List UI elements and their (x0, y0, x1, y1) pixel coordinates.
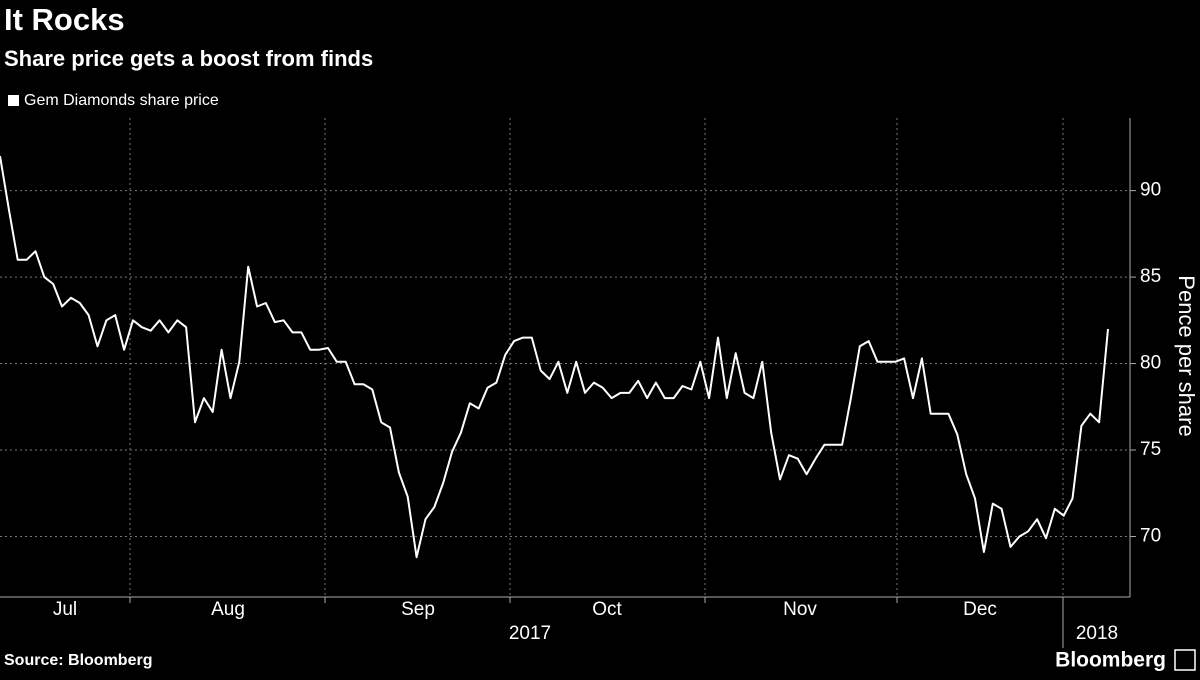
chart-subtitle: Share price gets a boost from finds (4, 46, 373, 71)
year-label: 2017 (509, 623, 551, 644)
y-tick-label: 85 (1140, 266, 1161, 287)
logo-icon (1174, 649, 1196, 671)
year-label: 2018 (1076, 623, 1118, 644)
x-tick-label: Oct (592, 599, 622, 620)
chart-title: It Rocks (4, 2, 125, 37)
y-tick-label: 75 (1140, 439, 1161, 460)
x-tick-label: Dec (963, 599, 997, 620)
legend-swatch (8, 95, 19, 106)
x-tick-label: Aug (211, 599, 245, 620)
y-tick-label: 70 (1140, 525, 1161, 546)
legend-label: Gem Diamonds share price (24, 92, 219, 109)
x-tick-label: Nov (783, 599, 817, 620)
x-tick-label: Jul (53, 599, 77, 620)
price-line (0, 155, 1109, 559)
y-axis-label: Pence per share (1174, 275, 1199, 436)
source: Source: Bloomberg (4, 652, 152, 669)
x-tick-label: Sep (401, 599, 435, 620)
logo: Bloomberg (1055, 649, 1166, 672)
y-tick-label: 90 (1140, 180, 1161, 201)
y-tick-label: 80 (1140, 353, 1161, 374)
